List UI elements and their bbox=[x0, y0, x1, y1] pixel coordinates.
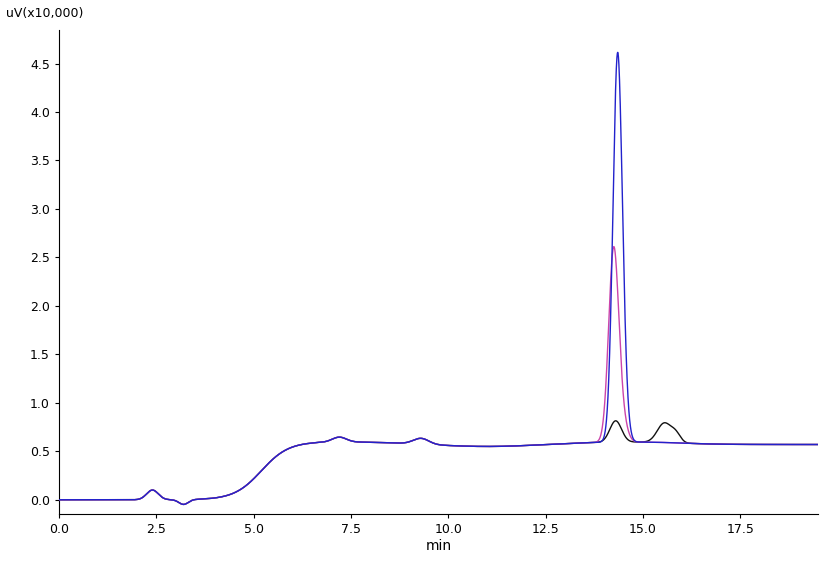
X-axis label: min: min bbox=[425, 539, 452, 553]
Y-axis label: uV(x10,000): uV(x10,000) bbox=[6, 7, 83, 20]
